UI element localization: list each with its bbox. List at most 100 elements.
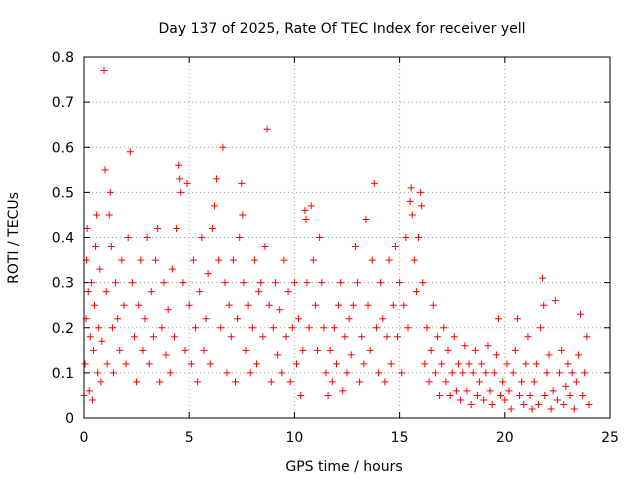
data-point: [93, 211, 101, 219]
data-point: [253, 360, 261, 368]
data-point: [185, 301, 193, 309]
data-point: [86, 333, 94, 341]
data-point: [396, 279, 404, 287]
data-point: [459, 369, 467, 377]
data-point: [267, 378, 275, 386]
x-tick-label: 15: [391, 430, 409, 446]
data-point: [116, 346, 124, 354]
data-point: [320, 324, 328, 332]
data-point: [246, 369, 254, 377]
data-point: [293, 360, 301, 368]
data-point: [522, 360, 530, 368]
data-point: [318, 279, 326, 287]
data-point: [379, 315, 387, 323]
data-point: [457, 396, 465, 404]
data-point: [562, 382, 570, 390]
data-point: [177, 188, 185, 196]
data-point: [217, 324, 225, 332]
data-point: [438, 360, 446, 368]
data-point: [335, 301, 343, 309]
data-point: [343, 369, 351, 377]
data-point: [358, 333, 366, 341]
data-point: [269, 324, 277, 332]
data-point: [196, 288, 204, 296]
data-point: [471, 346, 479, 354]
data-point: [583, 333, 591, 341]
data-point: [543, 369, 551, 377]
data-point: [88, 396, 96, 404]
data-point: [332, 360, 340, 368]
data-point: [133, 378, 141, 386]
x-tick-label: 20: [496, 430, 514, 446]
data-point: [520, 400, 528, 408]
data-point: [465, 360, 473, 368]
data-point: [375, 369, 383, 377]
data-point: [467, 400, 475, 408]
y-tick-label: 0.4: [52, 231, 74, 247]
data-point: [505, 387, 513, 395]
data-point: [271, 279, 279, 287]
data-point: [128, 279, 136, 287]
data-point: [499, 378, 507, 386]
data-point: [347, 351, 355, 359]
data-point: [126, 148, 134, 156]
data-point: [406, 197, 414, 205]
data-point: [263, 125, 271, 133]
data-point: [511, 346, 519, 354]
data-point: [84, 288, 92, 296]
data-point: [400, 301, 408, 309]
data-point: [412, 288, 420, 296]
data-point: [497, 391, 505, 399]
data-point: [345, 315, 353, 323]
data-point: [179, 279, 187, 287]
data-point: [328, 378, 336, 386]
data-point: [242, 346, 250, 354]
data-point: [147, 288, 155, 296]
data-point: [166, 369, 174, 377]
data-point: [356, 378, 364, 386]
data-point: [83, 224, 91, 232]
data-point: [442, 378, 450, 386]
data-point: [173, 224, 181, 232]
data-point: [370, 179, 378, 187]
data-point: [255, 288, 263, 296]
data-point: [410, 256, 418, 264]
data-point: [362, 215, 370, 223]
data-point: [240, 279, 248, 287]
data-point: [556, 369, 564, 377]
data-point: [558, 346, 566, 354]
data-point: [92, 243, 100, 251]
data-point: [572, 378, 580, 386]
data-point: [427, 346, 435, 354]
data-point: [440, 324, 448, 332]
data-point: [221, 279, 229, 287]
data-point: [168, 265, 176, 273]
data-point: [160, 279, 168, 287]
data-point: [448, 369, 456, 377]
data-point: [408, 211, 416, 219]
data-point: [208, 224, 216, 232]
data-point: [206, 360, 214, 368]
data-point: [415, 234, 423, 241]
data-point: [156, 378, 164, 386]
data-point: [324, 391, 332, 399]
data-point: [250, 256, 258, 264]
data-point: [476, 378, 484, 386]
y-tick-label: 0.5: [52, 185, 74, 201]
data-point: [152, 256, 160, 264]
y-tick-label: 0.3: [52, 276, 74, 292]
data-point: [326, 346, 334, 354]
data-point: [89, 346, 97, 354]
data-point: [106, 188, 114, 196]
data-point: [105, 211, 113, 219]
data-point: [444, 346, 452, 354]
data-point: [170, 333, 178, 341]
data-point: [229, 256, 237, 264]
data-point: [231, 378, 239, 386]
data-point: [530, 378, 538, 386]
data-point: [322, 369, 330, 377]
y-tick-label: 0.7: [52, 95, 74, 111]
data-point: [303, 279, 311, 287]
data-point: [302, 215, 310, 223]
data-point: [486, 387, 494, 395]
